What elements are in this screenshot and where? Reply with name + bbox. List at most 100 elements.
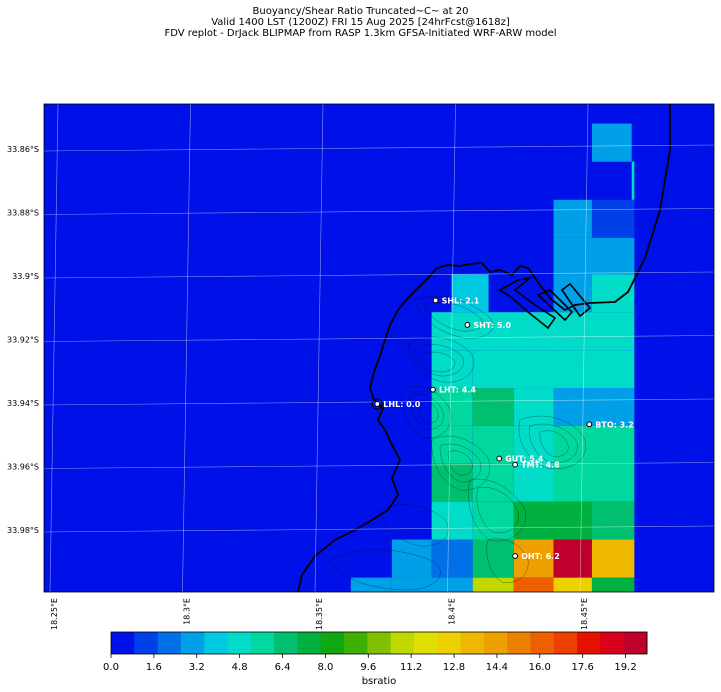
station-dot-icon [374, 401, 381, 407]
latitude-label: 33.98°S [7, 526, 39, 535]
heatmap-cell [431, 312, 635, 351]
colorbar-tick-label: 17.6 [572, 662, 594, 673]
heatmap-cell [391, 539, 432, 578]
colorbar-tick-label: 14.4 [486, 662, 508, 673]
terrain-contours [329, 295, 586, 591]
colorbar-swatch [413, 632, 438, 654]
longitude-label: 18.45°E [580, 598, 589, 630]
colorbar-swatch [367, 632, 392, 654]
heatmap-cell [451, 274, 489, 313]
station-dot-icon [432, 297, 439, 304]
colorbar-title: bsratio [362, 676, 397, 687]
colorbar-tick-label: 8.0 [317, 662, 333, 673]
heatmap-cell [472, 501, 514, 540]
latitude-label: 33.88°S [7, 209, 39, 218]
heatmap-cell [553, 237, 635, 275]
station-label: SHT: 5.0 [473, 321, 511, 330]
colorbar-tick-label: 6.4 [275, 662, 291, 673]
station-sht[interactable]: SHT: 5.0 [464, 321, 511, 330]
colorbar-swatch [577, 632, 601, 654]
heatmap-cell [591, 123, 632, 162]
colorbar-tick-label: 1.6 [146, 662, 162, 673]
meridian-line [49, 104, 59, 592]
parallel-line [44, 335, 714, 342]
meridian-line [314, 104, 324, 592]
heatmap-cell [391, 577, 473, 592]
longitude-label: 18.3°E [183, 598, 192, 625]
parallel-line [44, 525, 714, 533]
heatmap-cell [431, 501, 473, 540]
colorbar-swatch [227, 632, 252, 654]
station-label: OHT: 6.2 [521, 552, 560, 561]
parallel-line [44, 144, 714, 152]
station-dot-icon [496, 455, 503, 462]
colorbar-tick-label: 16.0 [529, 662, 551, 673]
heatmap-cell [553, 501, 592, 540]
colorbar-swatch [600, 632, 625, 654]
heatmap-cells [350, 123, 635, 592]
heatmap-cell [431, 463, 473, 502]
station-label: TMT: 4.8 [521, 461, 560, 470]
station-dot-icon [430, 386, 436, 393]
colorbar-swatch [274, 632, 298, 654]
meridian-line [579, 104, 589, 592]
heatmap-cell [553, 425, 635, 464]
colorbar-tick-label: 11.2 [400, 662, 422, 673]
station-shl[interactable]: SHL: 2.1 [432, 296, 480, 305]
meridian-line [182, 104, 191, 592]
station-markers: SHL: 2.1 SHT: 5.0 LHT: 4.4 LHL: 0.0 BTO: 3.2… [371, 296, 634, 561]
colorbar-swatch [623, 632, 648, 654]
heatmap-cell [591, 539, 635, 578]
station-label: GUT: 5.4 [505, 455, 544, 464]
heatmap-cell [591, 501, 635, 540]
coastline [297, 104, 671, 592]
latitude-labels: 33.86°S 33.88°S 33.9°S 33.92°S 33.94°S 33.96°… [7, 145, 39, 535]
heatmap-cell [431, 425, 473, 464]
graticule [44, 104, 714, 592]
station-gut[interactable]: GUT: 5.4 [496, 455, 544, 464]
colorbar-tick-label: 12.8 [443, 662, 465, 673]
heatmap-cell [591, 274, 635, 313]
colorbar-swatch [180, 632, 205, 654]
station-lhl[interactable]: LHL: 0.0 [371, 398, 421, 410]
station-lht[interactable]: LHT: 4.4 [430, 386, 477, 395]
station-ring-icon [371, 398, 383, 410]
station-label: LHL: 0.0 [383, 400, 420, 409]
heatmap-cell [431, 539, 473, 578]
colorbar-swatch [344, 632, 368, 654]
colorbar-swatch [483, 632, 508, 654]
station-dot-icon [464, 321, 471, 328]
parallel-line [44, 208, 714, 215]
heatmap-cell [513, 539, 554, 578]
latitude-label: 33.86°S [7, 145, 39, 154]
heatmap-cell [472, 539, 514, 578]
station-bto[interactable]: BTO: 3.2 [586, 420, 634, 429]
colorbar-swatch [530, 632, 555, 654]
heatmap-cell [553, 199, 592, 238]
meridian-line [447, 104, 456, 592]
station-tmt[interactable]: TMT: 4.8 [512, 461, 560, 470]
heatmap-cell [631, 161, 635, 200]
heatmap-cell [431, 388, 473, 426]
station-dot-icon [512, 553, 518, 559]
colorbar-swatch [297, 632, 322, 654]
colorbar-tick-label: 4.8 [232, 662, 248, 673]
longitude-label: 18.35°E [315, 598, 324, 630]
colorbar-tick-label: 3.2 [189, 662, 205, 673]
colorbar-tick-label: 19.2 [614, 662, 636, 673]
heatmap-cell [553, 577, 592, 592]
latitude-label: 33.9°S [12, 272, 39, 281]
heatmap-cell [472, 463, 514, 502]
station-oht[interactable]: OHT: 6.2 [512, 552, 560, 561]
colorbar-swatch [320, 632, 345, 654]
map-title-line-1: Buoyancy/Shear Ratio Truncated~C~ at 20 [252, 6, 469, 17]
colorbar-swatch [250, 632, 275, 654]
heatmap-cell [472, 577, 514, 592]
colorbar-frame [110, 631, 648, 655]
colorbar-swatch [111, 632, 135, 654]
colorbar-tick-label: 9.6 [360, 662, 376, 673]
parallel-line [44, 271, 714, 279]
longitude-label: 18.25°E [50, 598, 59, 630]
colorbar-swatch [437, 632, 462, 654]
